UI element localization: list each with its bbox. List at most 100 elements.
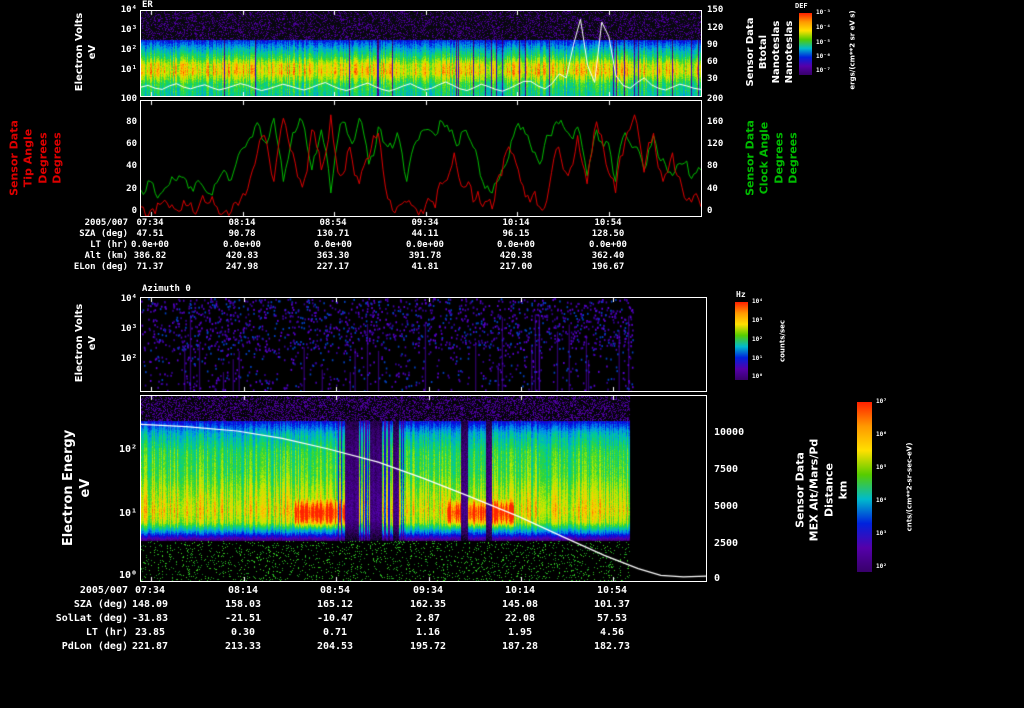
azimuth-yaxis-label: Electron Volts eV: [74, 303, 98, 383]
table1-row0-cell1: 08:14: [228, 218, 256, 228]
er-spectrogram-canvas: [140, 10, 702, 97]
table1-row-label-1: SZA (deg): [79, 229, 128, 239]
table1-row0-cell0: 07:34: [136, 218, 164, 228]
def-colorbar-units: ergs/(cm**2 sr eV s): [848, 10, 857, 90]
table1-row2-cell4: 0.0e+00: [497, 240, 535, 250]
energy-spectrogram-canvas: [140, 395, 707, 582]
table1-row1-cell1: 90.78: [228, 229, 256, 239]
table1-row2-cell5: 0.0e+00: [589, 240, 627, 250]
angles-plot-canvas: [140, 100, 702, 217]
table1-row3-cell2: 363.30: [316, 251, 350, 261]
panel_angles-right_ticks-3: 80: [707, 161, 718, 171]
table1-row4-cell3: 41.81: [411, 262, 439, 272]
table1-row4-cell4: 217.00: [499, 262, 533, 272]
tip-angle-axis-label: Sensor Data Tip Angle Degrees Degrees: [7, 120, 64, 196]
table1-row3-cell1: 420.83: [225, 251, 259, 261]
table1-row3-cell4: 420.38: [499, 251, 533, 261]
panel_azimuth-left_ticks-2: 10²: [120, 354, 137, 364]
er-panel-title: ER: [142, 0, 153, 10]
table2-row-label-0: 2005/007: [79, 585, 128, 596]
panel_azimuth-left_ticks-0: 10⁴: [120, 294, 137, 304]
panel_main-right_ticks-0: 10000: [714, 427, 745, 438]
table1-row2-cell1: 0.0e+00: [223, 240, 261, 250]
hz-colorbar-title: Hz: [736, 290, 746, 299]
table1-row4-cell1: 247.98: [225, 262, 259, 272]
panel_er-colorbar_ticks-0: 10⁻³: [816, 9, 831, 16]
table2-row0-cell1: 08:14: [227, 585, 259, 596]
panel_main-colorbar_ticks-1: 10⁶: [876, 431, 887, 438]
table2-row4-cell1: 213.33: [224, 641, 262, 652]
panel_azimuth-left_ticks-1: 10³: [120, 324, 137, 334]
panel_er-right_ticks-3: 60: [707, 57, 718, 67]
azimuth-spectrogram-canvas: [140, 297, 707, 392]
table1-row2-cell3: 0.0e+00: [406, 240, 444, 250]
energy-yaxis-label: Electron Energy eV: [61, 429, 93, 547]
table2-row2-cell1: -21.51: [224, 613, 262, 624]
table1-row-label-4: ELon (deg): [73, 262, 128, 272]
hz-colorbar: [735, 302, 748, 380]
panel_main-left_ticks-2: 10⁰: [118, 570, 137, 581]
panel_azimuth-colorbar_ticks-0: 10⁴: [752, 298, 763, 305]
table2-row4-cell5: 182.73: [593, 641, 631, 652]
table1-row2-cell2: 0.0e+00: [314, 240, 352, 250]
panel_azimuth-colorbar_ticks-3: 10¹: [752, 355, 763, 362]
azimuth-panel-title: Azimuth 0: [142, 284, 191, 294]
clock-angle-axis-label: Sensor Data Clock Angle Degrees Degrees: [743, 120, 800, 196]
table1-row3-cell5: 362.40: [591, 251, 625, 261]
panel_azimuth-colorbar_ticks-1: 10³: [752, 317, 763, 324]
panel_angles-left_ticks-4: 20: [126, 184, 137, 194]
table1-row4-cell0: 71.37: [136, 262, 164, 272]
table2-row-label-1: SZA (deg): [73, 599, 128, 610]
table2-row3-cell1: 0.30: [230, 627, 256, 638]
table2-row3-cell3: 1.16: [415, 627, 441, 638]
table2-row2-cell4: 22.08: [504, 613, 536, 624]
panel_er-right_ticks-1: 120: [707, 23, 724, 33]
table2-row1-cell0: 148.09: [131, 599, 169, 610]
panel_er-right_ticks-0: 150: [707, 5, 724, 15]
panel_main-left_ticks-0: 10²: [118, 444, 137, 455]
panel_er-colorbar_ticks-1: 10⁻⁴: [816, 24, 831, 31]
flux-colorbar-units: cnts/(cm**2-sr-sec-eV): [905, 442, 914, 532]
table2-row3-cell0: 23.85: [134, 627, 166, 638]
panel_er-right_ticks-2: 90: [707, 40, 718, 50]
panel_main-colorbar_ticks-0: 10⁷: [876, 398, 887, 405]
panel_er-right_ticks-4: 30: [707, 74, 718, 84]
table2-row2-cell3: 2.87: [415, 613, 441, 624]
panel_angles-right_ticks-0: 200: [707, 94, 724, 104]
table2-row2-cell0: -31.83: [131, 613, 169, 624]
table2-row0-cell0: 07:34: [134, 585, 166, 596]
panel_azimuth-colorbar_ticks-2: 10²: [752, 336, 763, 343]
table2-row3-cell5: 4.56: [599, 627, 625, 638]
panel_angles-left_ticks-0: 100: [120, 94, 137, 104]
panel_main-right_ticks-2: 5000: [714, 501, 739, 512]
table2-row3-cell4: 1.95: [507, 627, 533, 638]
table1-row1-cell2: 130.71: [316, 229, 350, 239]
btotal-axis-label: Sensor Data Btotal Nanoteslas Nanoteslas: [745, 17, 795, 87]
panel_angles-left_ticks-1: 80: [126, 117, 137, 127]
table1-row-label-0: 2005/007: [84, 218, 128, 228]
table2-row1-cell4: 145.08: [501, 599, 539, 610]
table2-row-label-4: PdLon (deg): [61, 641, 128, 652]
panel_er-colorbar_ticks-3: 10⁻⁶: [816, 53, 831, 60]
table1-row1-cell0: 47.51: [136, 229, 164, 239]
panel_main-right_ticks-3: 2500: [714, 538, 739, 549]
def-colorbar: [799, 13, 812, 75]
table2-row-label-3: LT (hr): [85, 627, 128, 638]
table1-row4-cell5: 196.67: [591, 262, 625, 272]
panel_angles-right_ticks-4: 40: [707, 184, 718, 194]
table1-row0-cell3: 09:34: [411, 218, 439, 228]
table2-row0-cell4: 10:14: [504, 585, 536, 596]
table1-row0-cell5: 10:54: [594, 218, 622, 228]
panel_angles-left_ticks-5: 0: [131, 206, 137, 216]
panel_main-colorbar_ticks-2: 10⁵: [876, 464, 887, 471]
def-colorbar-title: DEF: [795, 2, 808, 10]
table2-row1-cell5: 101.37: [593, 599, 631, 610]
panel_azimuth-colorbar_ticks-4: 10⁰: [752, 373, 763, 380]
table2-row0-cell3: 09:34: [412, 585, 444, 596]
panel_main-right_ticks-1: 7500: [714, 464, 739, 475]
panel_angles-right_ticks-2: 120: [707, 139, 724, 149]
panel_er-left_ticks-0: 10⁴: [120, 5, 137, 15]
table2-row3-cell2: 0.71: [322, 627, 348, 638]
er-yaxis-label: Electron Volts eV: [74, 12, 98, 92]
